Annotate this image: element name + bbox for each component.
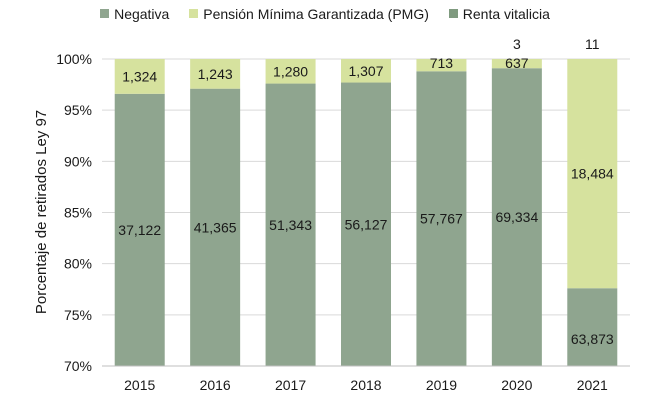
y-axis: 70% 75% 80% 85% 90% 95% 100% bbox=[56, 51, 92, 374]
data-label-pmg-2018: 1,307 bbox=[348, 63, 383, 79]
legend-label-negativa: Negativa bbox=[114, 6, 170, 22]
data-label-pmg-2015: 1,324 bbox=[122, 68, 157, 84]
legend-item-renta-vitalicia: Renta vitalicia bbox=[448, 6, 550, 22]
legend-label-renta-vitalicia: Renta vitalicia bbox=[462, 6, 550, 22]
data-label-negativa-2017: 51,343 bbox=[269, 217, 312, 233]
bar-negativa-2015 bbox=[114, 93, 165, 366]
bar-negativa-2020 bbox=[491, 68, 542, 367]
x-axis: 2015 2016 2017 2018 2019 2020 2021 bbox=[102, 365, 630, 393]
legend-item-pmg: Pensión Mínima Garantizada (PMG) bbox=[189, 6, 429, 22]
data-label-negativa-2018: 56,127 bbox=[345, 216, 388, 232]
bar-pmg-2015 bbox=[114, 59, 165, 94]
data-label-pmg-2017: 1,280 bbox=[273, 63, 308, 79]
bar-negativa-2021 bbox=[567, 288, 618, 366]
x-tick-label-2020: 2020 bbox=[501, 377, 532, 393]
bar-negativa-2018 bbox=[341, 82, 391, 366]
data-label-renta-vitalicia-2021: 11 bbox=[585, 36, 600, 52]
bar-negativa-2016 bbox=[190, 88, 241, 366]
legend-swatch-pmg bbox=[189, 9, 199, 18]
y-tick-label: 95% bbox=[64, 102, 92, 118]
data-label-pmg-2016: 1,243 bbox=[198, 66, 233, 82]
data-label-negativa-2016: 41,365 bbox=[194, 219, 237, 235]
bar-negativa-2019 bbox=[416, 71, 467, 366]
legend-swatch-renta-vitalicia bbox=[448, 9, 458, 18]
data-label-pmg-2020: 637 bbox=[505, 55, 529, 71]
x-tick-label-2017: 2017 bbox=[275, 377, 306, 393]
y-tick-label: 70% bbox=[64, 358, 92, 374]
legend-swatch-negativa bbox=[100, 9, 110, 18]
data-label-negativa-2019: 57,767 bbox=[420, 211, 463, 227]
legend-item-negativa: Negativa bbox=[100, 6, 169, 22]
y-axis-label: Porcentaje de retirados Ley 97 bbox=[33, 110, 50, 314]
legend-label-pmg: Pensión Mínima Garantizada (PMG) bbox=[203, 6, 429, 22]
x-tick-label-2018: 2018 bbox=[350, 377, 381, 393]
data-label-negativa-2021: 63,873 bbox=[571, 331, 614, 347]
x-tick-label-2015: 2015 bbox=[124, 377, 155, 393]
data-label-pmg-2021: 18,484 bbox=[571, 166, 614, 182]
x-tick-label-2016: 2016 bbox=[200, 377, 231, 393]
y-tick-label: 75% bbox=[64, 307, 92, 323]
data-label-pmg-2019: 713 bbox=[430, 55, 454, 71]
x-tick-label-2019: 2019 bbox=[426, 377, 457, 393]
bar-pmg-2019 bbox=[416, 59, 467, 72]
bars: 37,122 1,324 41,365 1,243 51,343 1,280 56,127 1… bbox=[114, 36, 618, 367]
bar-pmg-2021 bbox=[567, 59, 618, 289]
y-tick-label: 100% bbox=[56, 51, 92, 67]
data-label-renta-vitalicia-2020: 3 bbox=[513, 36, 521, 52]
chart-legend: Negativa Pensión Mínima Garantizada (PMG… bbox=[0, 6, 650, 22]
bar-negativa-2017 bbox=[265, 83, 316, 366]
x-tick-label-2021: 2021 bbox=[577, 377, 608, 393]
y-tick-label: 90% bbox=[64, 153, 92, 169]
y-tick-label: 80% bbox=[64, 256, 92, 272]
y-tick-label: 85% bbox=[64, 205, 92, 221]
bar-pmg-2020 bbox=[491, 59, 542, 69]
data-label-negativa-2020: 69,334 bbox=[495, 209, 538, 225]
data-label-negativa-2015: 37,122 bbox=[118, 222, 161, 238]
bar-pmg-2018 bbox=[341, 59, 391, 83]
bar-pmg-2016 bbox=[190, 59, 241, 89]
bar-pmg-2017 bbox=[265, 59, 316, 84]
